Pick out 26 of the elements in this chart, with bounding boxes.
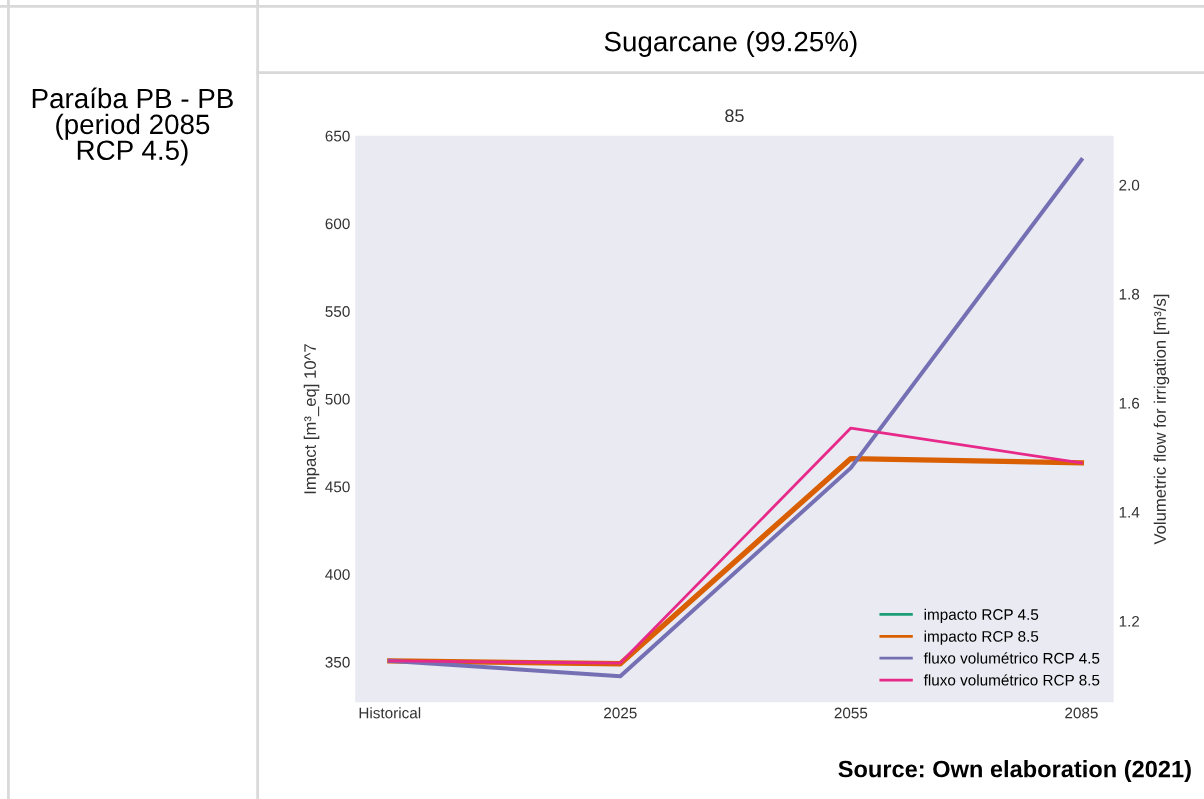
y-tick-label: 500: [325, 393, 350, 405]
legend-label: fluxo volumétrico RCP 4.5: [923, 652, 1100, 664]
x-tick-label: Historical: [359, 707, 421, 719]
y2-axis-title: Volumetric flow for irrigation [m³/s]: [1153, 294, 1170, 545]
y-tick-label: 650: [325, 130, 350, 142]
text: Paraíba PB - PB (period 2085 RCP 4.5): [32, 87, 233, 166]
y-tick-label: 600: [325, 218, 350, 230]
x-tick-label: 2025: [604, 707, 637, 719]
legend-label: fluxo volumétrico RCP 8.5: [923, 674, 1100, 686]
source-note: Source: Own elaboration (2021): [838, 760, 1191, 783]
y-tick-label: 550: [325, 306, 350, 317]
x-tick-label: 2085: [1065, 707, 1098, 719]
y-axis-title: Impact [m³_eq] 10^7: [303, 344, 320, 494]
y-tick-label: 450: [325, 481, 350, 493]
y2-tick-label: 1.8: [1119, 288, 1140, 300]
legend-label: impacto RCP 8.5: [924, 630, 1039, 645]
y2-tick-label: 1.4: [1119, 507, 1140, 518]
y2-tick-label: 1.2: [1119, 615, 1140, 627]
chart-title: Sugarcane (99.25%): [604, 31, 857, 57]
legend-label: impacto RCP 4.5: [924, 608, 1039, 623]
y2-tick-label: 2.0: [1119, 179, 1140, 191]
chart-subtitle: 85: [725, 109, 744, 123]
y-tick-label: 400: [325, 569, 350, 580]
y2-tick-label: 1.6: [1119, 397, 1140, 409]
y-tick-label: 350: [325, 656, 350, 668]
x-tick-label: 2055: [834, 707, 868, 719]
